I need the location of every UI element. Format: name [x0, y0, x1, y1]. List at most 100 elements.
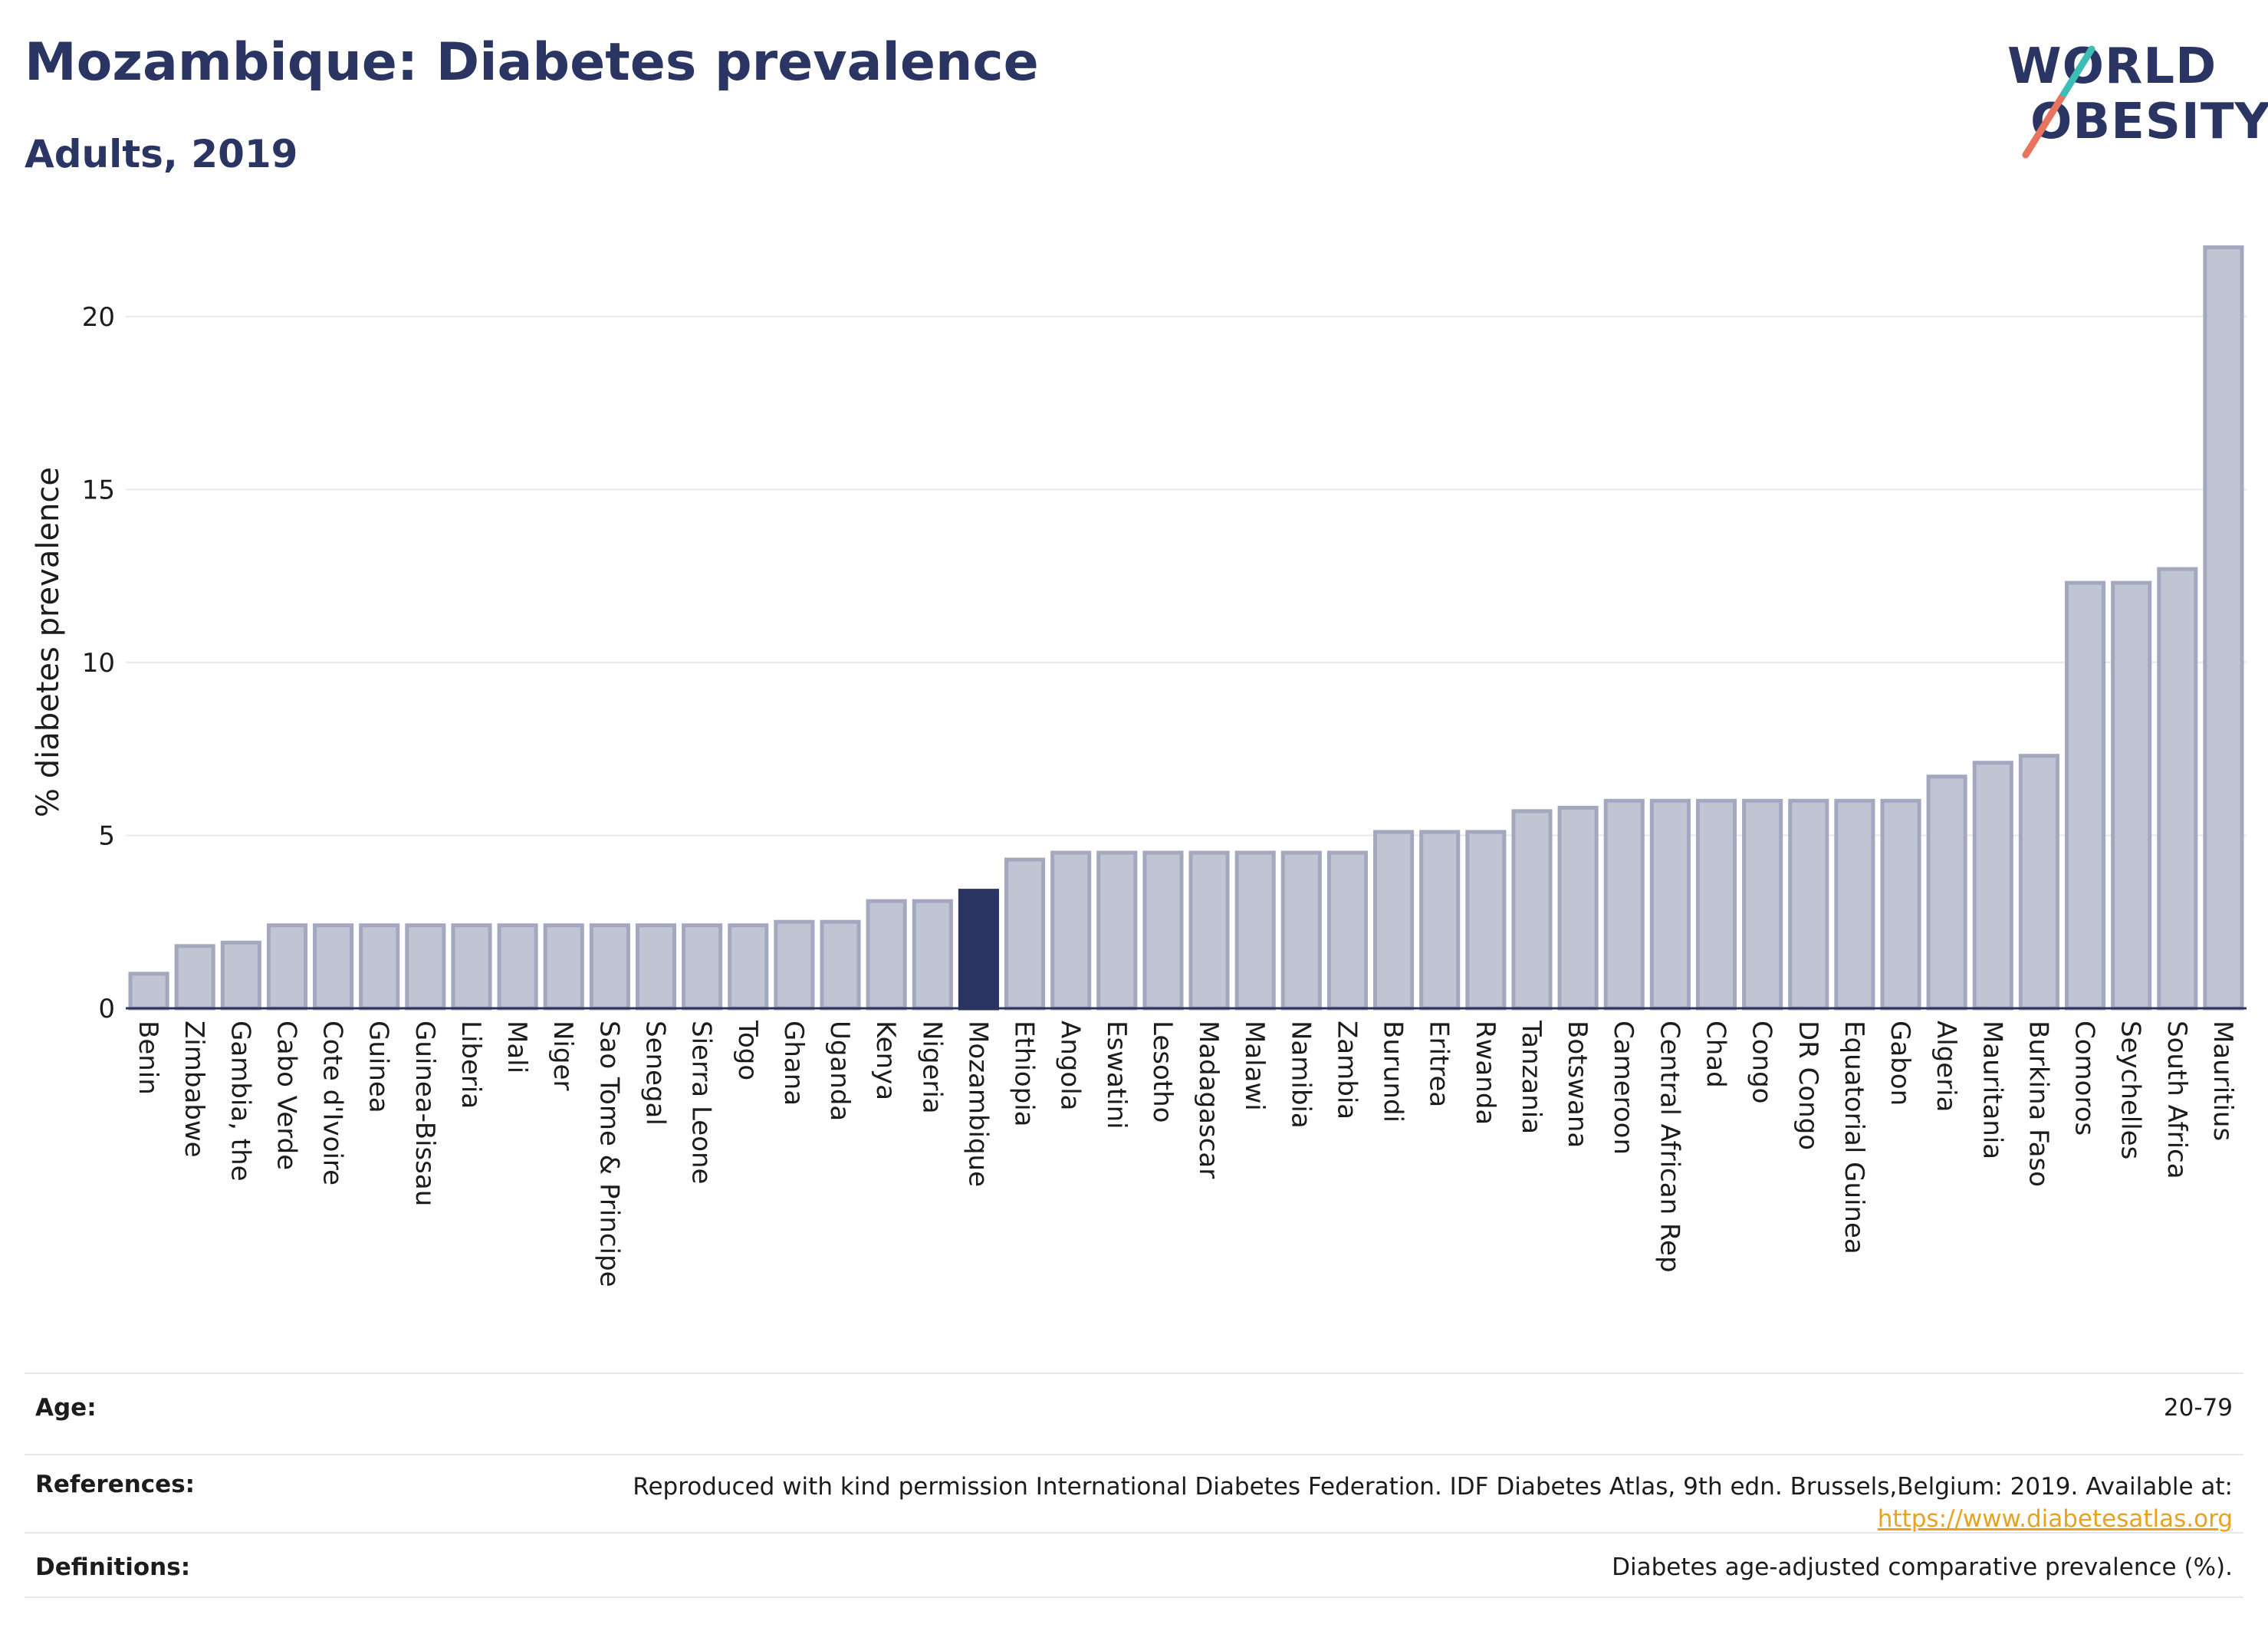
bar-uganda [820, 919, 861, 1011]
bar-zimbabwe [174, 944, 215, 1011]
x-tick-label: Kenya [870, 1021, 901, 1100]
x-tick-label: Niger [547, 1021, 578, 1090]
x-tick-label: Gabon [1885, 1021, 1915, 1106]
y-tick-label: 10 [82, 648, 115, 679]
x-tick-label: Ghana [778, 1021, 809, 1106]
bar-dr-congo [1788, 798, 1829, 1011]
bar-south-africa [2157, 567, 2198, 1011]
bar-tanzania [1511, 809, 1553, 1011]
bar-burkina-faso [2018, 754, 2059, 1011]
x-tick-label: Burundi [1378, 1021, 1408, 1123]
x-tick-label: Burkina Faso [2023, 1021, 2053, 1187]
x-tick-label: Tanzania [1516, 1020, 1547, 1134]
info-row-definitions: Definitions: Diabetes age-adjusted compa… [25, 1532, 2243, 1598]
y-axis-label: % diabetes prevalence [31, 467, 66, 817]
bar-mauritius [2203, 245, 2244, 1011]
x-tick-label: Guinea-Bissau [409, 1021, 440, 1206]
bar-sierra-leone [682, 923, 723, 1011]
x-tick-label: Guinea [363, 1021, 394, 1113]
y-tick-label: 0 [98, 994, 115, 1024]
bar-angola [1050, 850, 1092, 1011]
chart-title: Mozambique: Diabetes prevalence [25, 32, 1039, 93]
bar-madagascar [1188, 850, 1230, 1011]
age-value: 20-79 [2163, 1394, 2233, 1422]
bar-eswatini [1096, 850, 1138, 1011]
x-tick-label: Sierra Leone [686, 1021, 717, 1184]
bar-seychelles [2111, 580, 2152, 1011]
bar-cabo-verde [266, 923, 308, 1011]
x-tick-label: Cabo Verde [271, 1021, 301, 1170]
x-tick-label: Cote d'Ivoire [317, 1021, 348, 1185]
bar-comoros [2064, 580, 2106, 1011]
y-tick-label: 15 [82, 475, 115, 505]
bar-algeria [1926, 774, 1967, 1011]
chart-subtitle: Adults, 2019 [25, 132, 298, 176]
age-label: Age: [35, 1394, 97, 1422]
bar-togo [728, 923, 769, 1011]
info-row-references: References: Reproduced with kind permiss… [25, 1454, 2243, 1534]
x-tick-label: Comoros [2069, 1021, 2100, 1136]
bar-liberia [451, 923, 492, 1011]
bar-zambia [1326, 850, 1369, 1011]
bar-rwanda [1465, 830, 1507, 1011]
world-obesity-logo: WORLD OBESITY [1994, 23, 2268, 169]
x-tick-label: Central African Rep [1654, 1021, 1685, 1273]
x-tick-label: Malawi [1239, 1021, 1270, 1111]
x-tick-label: Rwanda [1470, 1021, 1500, 1125]
x-tick-label: DR Congo [1793, 1021, 1823, 1150]
x-tick-label: Madagascar [1193, 1021, 1224, 1179]
x-tick-label: Angola [1055, 1021, 1086, 1110]
bar-gabon [1880, 798, 1921, 1011]
x-tick-label: Algeria [1931, 1021, 1961, 1112]
x-tick-label: Equatorial Guinea [1839, 1021, 1869, 1254]
logo-text-obesity: OBESITY [2030, 94, 2268, 150]
x-tick-label: Botswana [1562, 1021, 1593, 1148]
bar-cote-d-ivoire [313, 923, 354, 1011]
x-tick-label: Liberia [455, 1021, 486, 1109]
bar-congo [1742, 798, 1783, 1011]
x-tick-label: Ethiopia [1009, 1021, 1040, 1126]
logo-text-world: WORLD [2007, 38, 2217, 95]
definitions-label: Definitions: [35, 1553, 191, 1581]
x-tick-label: South Africa [2161, 1021, 2192, 1179]
bar-cameroon [1603, 798, 1645, 1011]
x-tick-label: Senegal [640, 1021, 671, 1126]
bar-ethiopia [1004, 857, 1046, 1011]
info-bottom-divider [25, 1596, 2243, 1598]
definitions-value: Diabetes age-adjusted comparative preval… [1612, 1553, 2233, 1581]
info-row-age: Age: 20-79 [25, 1373, 2243, 1455]
bar-guinea [359, 923, 400, 1011]
bar-mali [497, 923, 538, 1011]
x-tick-label: Mauritius [2207, 1021, 2238, 1141]
references-text: Reproduced with kind permission Internat… [633, 1473, 2233, 1501]
x-tick-label: Benin [133, 1021, 163, 1095]
bar-eritrea [1419, 830, 1461, 1011]
x-tick-label: Eswatini [1101, 1021, 1132, 1129]
x-tick-label: Chad [1701, 1021, 1731, 1088]
x-tick-label: Nigeria [916, 1021, 947, 1114]
bar-gambia-the [220, 940, 261, 1011]
x-tick-label: Sao Tome & Principe [593, 1021, 624, 1287]
bar-central-african-rep [1649, 798, 1691, 1011]
logo-slash-icon [2022, 45, 2095, 159]
references-link[interactable]: https://www.diabetesatlas.org [1877, 1505, 2233, 1533]
bar-namibia [1280, 850, 1322, 1011]
bar-malawi [1234, 850, 1276, 1011]
bar-equatorial-guinea [1834, 798, 1875, 1011]
x-tick-label: Mali [501, 1021, 532, 1073]
bar-mauritania [1972, 761, 2013, 1011]
x-tick-label: Zambia [1331, 1021, 1362, 1119]
bar-chart: 0 5 10 15 20 % diabetes prevalence Benin Zimbab… [31, 245, 2247, 1287]
x-tick-label: Mozambique [962, 1021, 993, 1187]
references-value: Reproduced with kind permission Internat… [633, 1471, 2233, 1535]
x-tick-label: Zimbabwe [179, 1021, 209, 1158]
bar-chad [1695, 798, 1737, 1011]
x-tick-label: Seychelles [2115, 1021, 2146, 1159]
y-tick-label: 20 [82, 302, 115, 333]
x-tick-label: Eritrea [1424, 1021, 1454, 1107]
bar-benin [128, 972, 169, 1011]
bar-burundi [1373, 830, 1415, 1011]
bar-botswana [1557, 805, 1599, 1011]
x-tick-label: Namibia [1285, 1021, 1316, 1129]
bar-sao-tome-principe [589, 923, 630, 1011]
